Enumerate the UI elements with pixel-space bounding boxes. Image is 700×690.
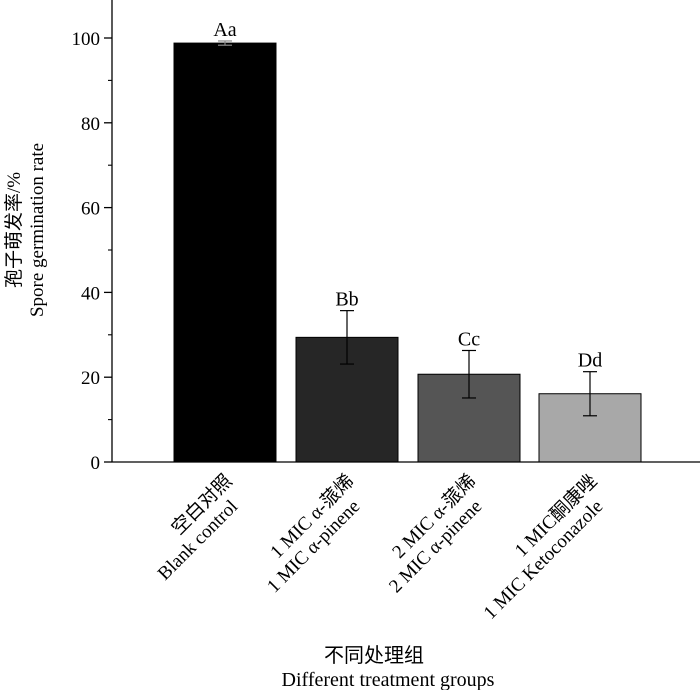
x-axis-title-en: Different treatment groups bbox=[282, 669, 495, 690]
y-axis-ticks: 0 20 40 60 80 100 bbox=[72, 29, 112, 474]
y-tick-label-60: 60 bbox=[81, 199, 100, 220]
bar-1 bbox=[173, 42, 277, 463]
y-minor-ticks bbox=[108, 79, 112, 421]
y-tick-label-40: 40 bbox=[81, 283, 100, 304]
bars bbox=[173, 42, 642, 463]
x-tick-label-2: 1 MIC α-蒎烯1 MIC α-pinene bbox=[263, 470, 364, 597]
y-axis-title-cn: 孢子萌发率/% bbox=[3, 172, 25, 288]
significance-label-1: Aa bbox=[213, 19, 236, 41]
y-tick-label-20: 20 bbox=[81, 368, 100, 389]
y-tick-label-0: 0 bbox=[91, 453, 101, 474]
error-bars bbox=[218, 40, 597, 417]
error-bar-2 bbox=[340, 310, 354, 365]
y-axis-title-en: Spore germination rate bbox=[27, 143, 48, 317]
x-axis-title-cn: 不同处理组 bbox=[324, 644, 424, 667]
error-bar-1 bbox=[218, 40, 232, 46]
y-axis-title: 孢子萌发率/% Spore germination rate bbox=[3, 143, 48, 317]
x-tick-label-3: 2 MIC α-蒎烯2 MIC α-pinene bbox=[385, 470, 486, 597]
significance-label-2: Bb bbox=[335, 289, 358, 311]
significance-label-4: Dd bbox=[578, 350, 602, 372]
significance-label-3: Cc bbox=[458, 328, 480, 350]
significance-labels: Aa Bb Cc Dd bbox=[213, 19, 602, 372]
y-tick-label-80: 80 bbox=[81, 114, 100, 135]
error-bar-4 bbox=[583, 371, 597, 417]
error-bar-3 bbox=[462, 349, 476, 399]
y-tick-label-100: 100 bbox=[72, 29, 101, 50]
